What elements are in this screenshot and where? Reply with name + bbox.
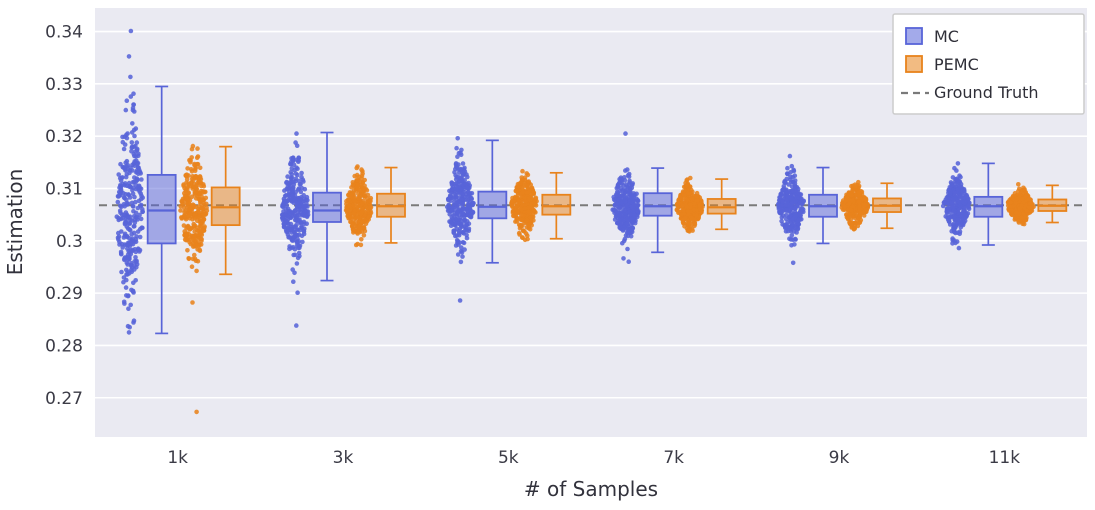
x-tick-label: 11k — [989, 448, 1021, 468]
legend-label-mc: MC — [934, 27, 959, 46]
strip-MC-3k — [279, 131, 311, 328]
legend-label-pemc: PEMC — [934, 55, 979, 74]
y-tick-label: 0.32 — [45, 127, 83, 147]
box-PEMC-7k — [706, 178, 737, 231]
strip-PEMC-1k — [178, 143, 210, 415]
box-MC-9k — [808, 166, 838, 245]
y-tick-label: 0.27 — [45, 389, 83, 409]
x-tick-label: 3k — [333, 448, 354, 468]
strip-PEMC-9k — [839, 179, 871, 232]
y-tick-label: 0.33 — [45, 75, 83, 95]
box-MC-7k — [642, 167, 673, 254]
y-tick-label: 0.34 — [45, 23, 83, 43]
box-PEMC-5k — [541, 171, 572, 240]
strip-MC-9k — [776, 153, 806, 266]
strip-MC-5k — [444, 136, 476, 303]
legend-box — [892, 13, 1085, 115]
strip-MC-7k — [610, 131, 641, 265]
legend-swatch-mc — [905, 27, 923, 45]
y-tick-label: 0.28 — [45, 336, 83, 356]
x-tick-label: 5k — [498, 448, 519, 468]
box-MC-11k — [973, 162, 1004, 246]
legend-label-ground-truth: Ground Truth — [934, 83, 1039, 102]
x-tick-label: 7k — [663, 448, 684, 468]
strip-PEMC-5k — [509, 168, 539, 243]
x-tick-label: 9k — [829, 448, 850, 468]
strip-PEMC-7k — [674, 175, 705, 234]
box-MC-3k — [312, 131, 342, 282]
strip-PEMC-11k — [1005, 182, 1036, 227]
strip-MC-11k — [940, 161, 972, 251]
y-tick-label: 0.29 — [45, 284, 83, 304]
y-tick-label: 0.31 — [45, 179, 83, 199]
box-PEMC-1k — [210, 145, 241, 276]
legend: MC PEMC Ground Truth — [892, 13, 1085, 115]
y-axis-title: Estimation — [3, 169, 27, 276]
box-PEMC-9k — [872, 182, 902, 230]
strip-PEMC-3k — [343, 164, 374, 248]
y-tick-label: 0.3 — [56, 232, 83, 252]
x-tick-label: 1k — [167, 448, 188, 468]
x-axis-title: # of Samples — [524, 477, 658, 501]
box-PEMC-11k — [1037, 184, 1068, 224]
box-PEMC-3k — [376, 166, 406, 244]
legend-swatch-pemc — [905, 55, 923, 73]
strip-MC-1k — [114, 28, 145, 335]
box-MC-1k — [146, 85, 177, 335]
box-MC-5k — [477, 139, 508, 264]
